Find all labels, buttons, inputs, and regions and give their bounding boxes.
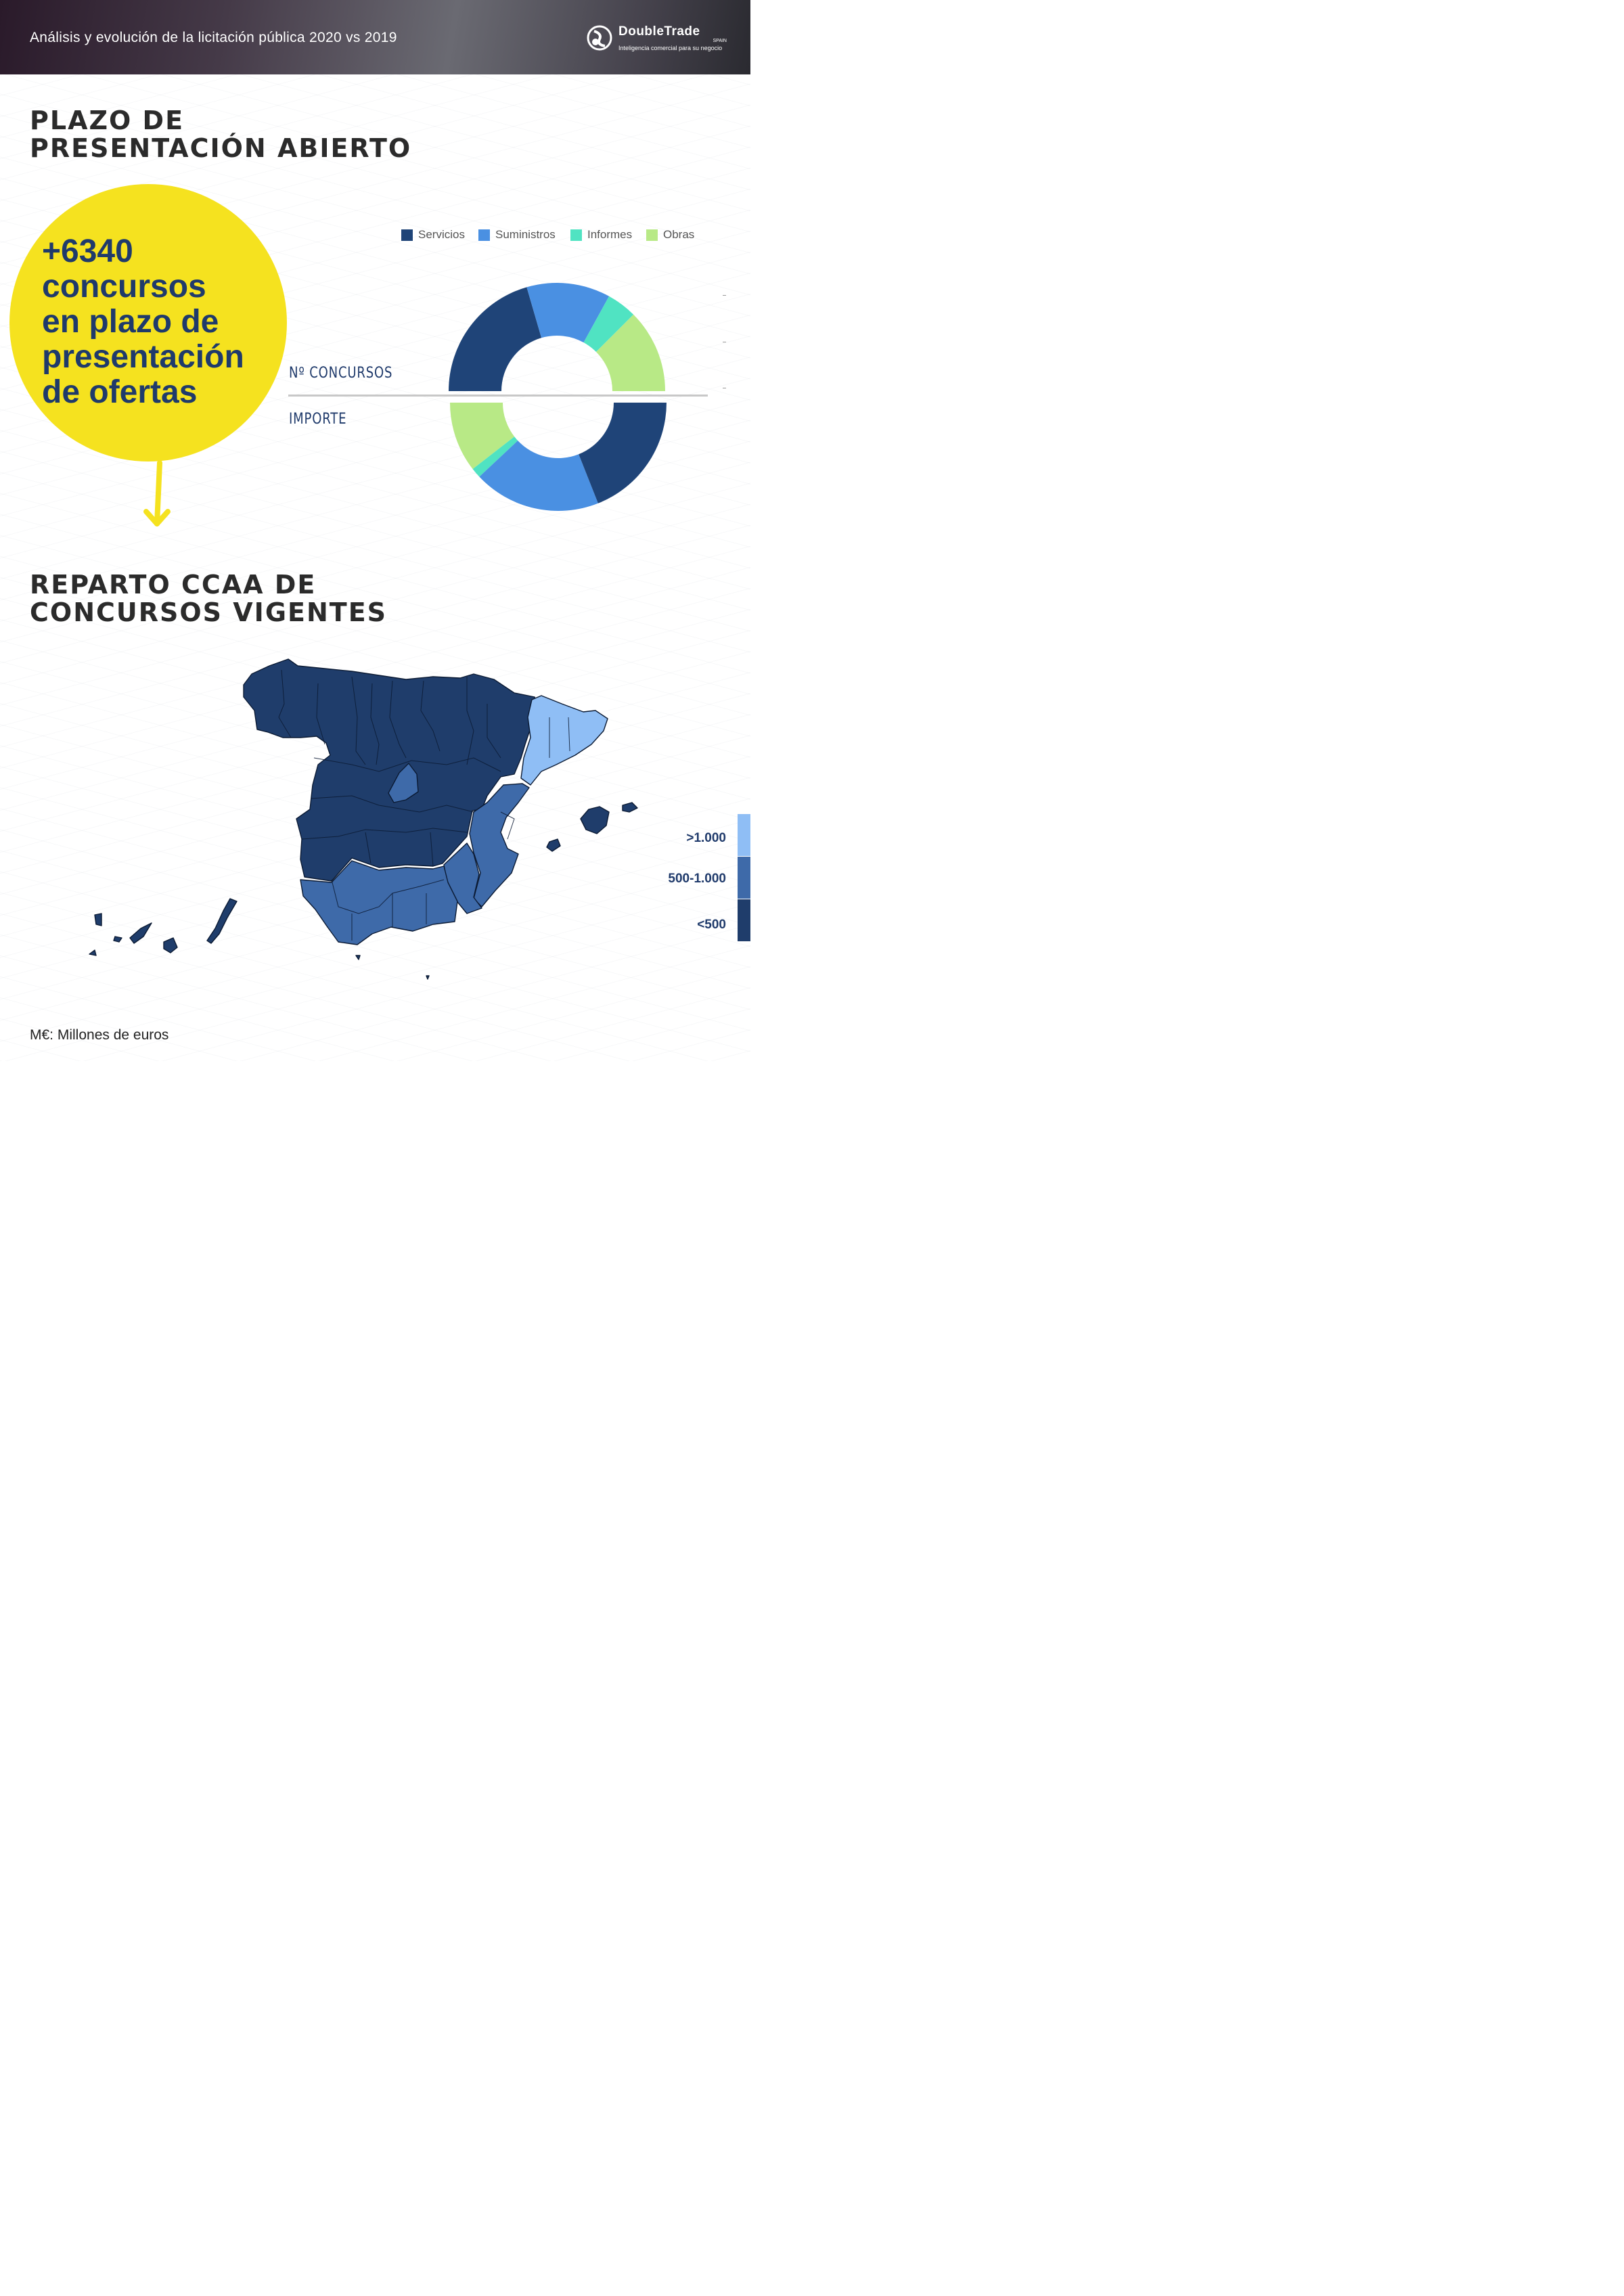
map-region-canarias: [89, 898, 238, 956]
scale-swatch-mid: [738, 857, 750, 899]
map-region-andalucia: [300, 860, 458, 945]
highlight-line: en plazo de: [42, 304, 219, 340]
map-region-mallorca: [580, 806, 610, 834]
doubletrade-logo[interactable]: DoubleTrade SPAIN Inteligencia comercial…: [586, 23, 731, 54]
legend-swatch: [646, 229, 658, 241]
donut-slice-informes: [583, 296, 634, 353]
section-title-line: CONCURSOS VIGENTES: [30, 598, 388, 627]
map-province-borders: [278, 669, 570, 941]
legend-swatch: [570, 229, 582, 241]
arrow-down-icon: [143, 460, 171, 526]
map-region-menorca: [622, 802, 638, 813]
highlight-circle: [9, 184, 287, 462]
logo-country: SPAIN: [713, 39, 727, 43]
scale-label-high: >1.000: [686, 831, 726, 845]
section-title-line: REPARTO CCAA DE: [30, 570, 317, 600]
map-region-melilla: [426, 975, 430, 980]
highlight-line: +6340: [42, 233, 133, 269]
legend-label: Informes: [587, 228, 633, 241]
header-banner: Análisis y evolución de la licitación pú…: [0, 0, 750, 74]
map-region-ibiza: [546, 838, 561, 852]
highlight-line: concursos: [42, 269, 206, 305]
chart-divider: [288, 395, 708, 397]
map-region-ceuta: [355, 955, 361, 960]
logo-brand: DoubleTrade: [618, 24, 700, 39]
map-region-cataluna: [520, 695, 608, 786]
scale-swatch-high: [738, 814, 750, 856]
spain-map: [89, 658, 638, 980]
map-region-madrid: [388, 763, 419, 803]
doubletrade-logo-icon: [587, 25, 612, 51]
scale-swatch-low: [738, 899, 750, 941]
donut-slice-informes: [472, 436, 518, 477]
donut-label-importe: IMPORTE: [289, 411, 347, 428]
legend-swatch: [478, 229, 490, 241]
scale-label-mid: 500-1.000: [668, 872, 726, 886]
highlight-text: +6340 concursos en plazo de presentación…: [42, 234, 286, 410]
legend-label: Obras: [663, 228, 695, 241]
donut-charts: [449, 283, 667, 511]
donut-slice-suministros: [526, 283, 610, 343]
logo-tagline: Inteligencia comercial para su negocio: [618, 45, 723, 51]
section-title-plazo: PLAZO DE PRESENTACIÓN ABIERTO: [30, 107, 411, 162]
donut-slice-suministros: [479, 441, 598, 511]
axis-tick: [723, 295, 726, 296]
highlight-line: presentación: [42, 339, 244, 375]
donut-slice-obras: [595, 314, 665, 391]
highlight-line: de ofertas: [42, 374, 198, 410]
donut-slice-obras: [450, 403, 515, 470]
donut-slice-servicios: [579, 403, 667, 503]
map-region-valencia: [469, 783, 530, 907]
legend-swatch: [401, 229, 413, 241]
footnote: M€: Millones de euros: [30, 1027, 169, 1043]
section-title-reparto: REPARTO CCAA DE CONCURSOS VIGENTES: [30, 571, 387, 627]
map-region-north: [243, 658, 542, 882]
legend-label: Suministros: [495, 228, 556, 241]
scale-label-low: <500: [697, 918, 726, 932]
section-title-line: PRESENTACIÓN ABIERTO: [30, 133, 412, 163]
section-title-line: PLAZO DE: [30, 106, 185, 135]
header-title: Análisis y evolución de la licitación pú…: [30, 30, 397, 45]
donut-slice-servicios: [449, 287, 542, 391]
legend-label: Servicios: [418, 228, 465, 241]
donut-label-concursos: Nº CONCURSOS: [289, 365, 393, 382]
